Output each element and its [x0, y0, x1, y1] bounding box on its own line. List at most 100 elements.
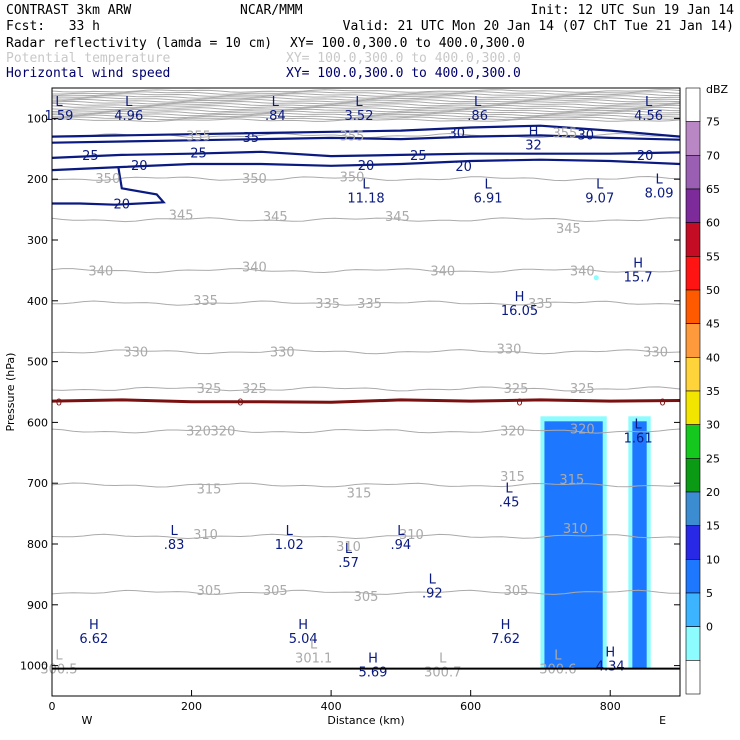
west-label: W: [81, 714, 92, 727]
extremum-value: 301.1: [295, 652, 332, 667]
init-time: Init: 12 UTC Sun 19 Jan 14: [531, 3, 735, 18]
extremum-type: L: [429, 573, 437, 588]
colorbar-swatch: [685, 87, 701, 122]
colorbar-swatch: [685, 458, 701, 493]
y-tick-label: 500: [27, 356, 48, 369]
theta-upper-line: [51, 100, 681, 105]
extremum-value: .86: [467, 109, 488, 124]
theta-label: 335: [193, 294, 218, 309]
theta-label: 310: [336, 540, 361, 555]
colorbar-level: 45: [706, 318, 720, 331]
theta-label: 350: [95, 172, 120, 187]
theta-upper-line: [51, 104, 681, 109]
theta-contour-325: [51, 386, 681, 392]
theta-label: 310: [399, 528, 424, 543]
dense-theta-band: [51, 89, 681, 123]
theta-label: 335: [357, 297, 382, 312]
wind-label: 20: [114, 198, 131, 213]
extremum-value: .94: [391, 538, 412, 553]
colorbar-unit: dBZ: [706, 83, 729, 96]
field-name-wind: Horizontal wind speed: [6, 66, 170, 81]
y-tick-label: 300: [27, 234, 48, 247]
extremum-value: 4.34: [596, 659, 625, 674]
colorbar-swatch: [685, 390, 701, 425]
theta-label: 320: [570, 423, 595, 438]
extremum-type: L: [272, 95, 280, 110]
extrema-markers: L1.59L4.96L.84L3.52L.86L4.56H32L11.18L6.…: [40, 95, 673, 680]
theta-label: 305: [354, 590, 379, 605]
extremum-value: 300.6: [539, 663, 576, 678]
colorbar-swatch: [685, 222, 701, 257]
theta-contour-340: [51, 267, 681, 274]
y-tick-label: 600: [27, 416, 48, 429]
extremum-value: 1.02: [275, 538, 304, 553]
colorbar-swatch: [685, 121, 701, 156]
theta-label: 355: [186, 130, 211, 145]
theta-contour-350: [51, 175, 681, 182]
colorbar-level: 35: [706, 385, 720, 398]
theta-label: 315: [500, 470, 525, 485]
y-tick-label: 200: [27, 173, 48, 186]
reflectivity-cell-core: [632, 421, 647, 669]
reflectivity-speck: [593, 275, 599, 281]
theta-label: 330: [270, 345, 295, 360]
colorbar-level: 60: [706, 217, 720, 230]
theta-contour-330: [51, 349, 681, 355]
extremum-type: L: [55, 649, 63, 664]
theta-label: 310: [563, 522, 588, 537]
org-label: NCAR/MMM: [240, 3, 303, 18]
theta-label: 335: [315, 297, 340, 312]
extremum-type: H: [501, 618, 511, 633]
x-tick-label: 600: [460, 700, 481, 713]
wind-label: 20: [131, 159, 148, 174]
theta-label: 345: [556, 222, 581, 237]
colorbar-swatch: [685, 289, 701, 324]
theta-upper-line: [51, 110, 681, 115]
header: CONTRAST 3km ARW NCAR/MMM Init: 12 UTC S…: [6, 3, 734, 81]
extremum-value: 5.04: [289, 632, 318, 647]
colorbar-swatch: [685, 357, 701, 392]
theta-label: 320: [500, 425, 525, 440]
wind-contour-20-lower: [52, 166, 166, 206]
extremum-type: L: [286, 524, 294, 539]
y-tick-label: 800: [27, 538, 48, 551]
theta-label: 320: [211, 425, 236, 440]
y-axis-label: Pressure (hPa): [4, 353, 17, 432]
extremum-type: L: [554, 649, 562, 664]
extremum-value: .45: [499, 495, 520, 510]
extremum-value: 300.5: [40, 663, 77, 678]
wind-label: 30: [448, 127, 465, 142]
theta-upper-line: [51, 102, 681, 107]
extremum-type: L: [310, 638, 318, 653]
theta-label: 335: [528, 297, 553, 312]
wind-label: 20: [455, 160, 472, 175]
wind-contour-30: [51, 124, 681, 138]
wind-label: 20: [637, 149, 654, 164]
x-tick-label: 0: [49, 700, 56, 713]
freezing-level-path: [51, 398, 681, 404]
theta-upper-line: [51, 112, 681, 117]
freezing-level-label: 0: [237, 398, 243, 409]
theta-upper-line: [51, 116, 681, 121]
theta-label: 325: [197, 382, 222, 397]
extremum-value: 8.09: [645, 186, 674, 201]
extremum-type: L: [484, 177, 492, 192]
extremum-type: L: [635, 417, 643, 432]
freezing-level-line: 0 0 0 0: [51, 398, 681, 409]
theta-label: 345: [385, 210, 410, 225]
plot-area: 0 0 0 0 355 355 355 350 350 350 345 345 345 345 340 34…: [40, 87, 681, 697]
extremum-type: H: [515, 290, 525, 305]
x-tick-label: 200: [181, 700, 202, 713]
theta-upper-line: [51, 114, 681, 119]
extremum-type: L: [397, 524, 405, 539]
reflectivity-cells: [540, 275, 651, 669]
colorbar-level: 30: [706, 419, 720, 432]
theta-label: 330: [497, 342, 522, 357]
extremum-value: .84: [265, 109, 286, 124]
extremum-value: 9.07: [585, 191, 614, 206]
theta-contour-315: [51, 482, 681, 488]
theta-upper-line: [52, 91, 681, 95]
x-tick-label: 800: [600, 700, 621, 713]
extremum-type: L: [125, 95, 133, 110]
extremum-value: 6.91: [474, 191, 503, 206]
